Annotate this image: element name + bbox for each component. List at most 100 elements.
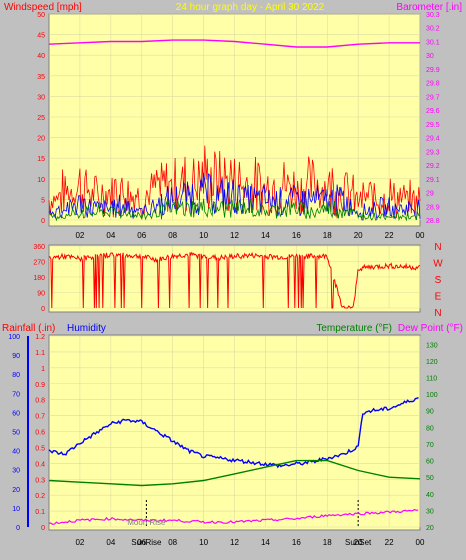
- temperature-tick-label: 100: [426, 392, 438, 399]
- temperature-tick-label: 50: [426, 475, 434, 482]
- rainfall-tick-label: 0: [41, 525, 45, 532]
- barometer-line: [48, 39, 420, 48]
- barometer-tick-label: 30: [426, 53, 434, 60]
- temperature-tick-label: 20: [426, 525, 434, 532]
- dewpoint-label: Dew Point (°F): [398, 323, 463, 334]
- rainfall-tick-label: 0.3: [35, 477, 45, 484]
- temperature-tick-label: 110: [426, 376, 437, 383]
- rainfall-tick-label: 0.6: [35, 430, 45, 437]
- rainfall-tick-label: 0.8: [35, 398, 45, 405]
- barometer-tick-label: 29.5: [426, 122, 440, 129]
- humidity-tick-label: 50: [12, 430, 20, 437]
- wind-tick-label: 0: [41, 218, 45, 225]
- compass-label: N: [434, 242, 441, 253]
- humidity-label: Humidity: [67, 323, 106, 334]
- wind-tick-label: 15: [37, 156, 45, 163]
- wind-tick-label: 30: [37, 94, 45, 101]
- barometer-tick-label: 30.3: [426, 12, 440, 19]
- gridlines: [27, 13, 421, 528]
- rain-x-tick-label: 20: [354, 538, 363, 547]
- barometer-tick-label: 29.8: [426, 81, 440, 88]
- sunrise-marker-label: SunRise: [131, 538, 162, 547]
- humidity-tick-label: 40: [12, 449, 20, 456]
- rain-x-tick-label: 04: [106, 538, 115, 547]
- humidity-tick-label: 80: [12, 372, 20, 379]
- compass-label: N: [434, 308, 441, 319]
- wind-tick-label: 25: [37, 115, 45, 122]
- wind-direction-line: [48, 251, 421, 309]
- wind-tick-label: 20: [37, 136, 45, 143]
- direction-tick-label: 0: [41, 306, 45, 313]
- rainfall-tick-label: 0.7: [35, 414, 45, 421]
- wind-x-tick-label: 04: [106, 231, 115, 240]
- humidity-tick-label: 30: [12, 468, 20, 475]
- humidity-tick-label: 90: [12, 353, 20, 360]
- moonrise-label: Moon Rise: [127, 518, 166, 527]
- rain-x-tick-label: 16: [292, 538, 301, 547]
- barometer-label: Barometer [.in]: [396, 2, 462, 13]
- rain-x-tick-label: 12: [230, 538, 239, 547]
- wind-x-tick-label: 12: [230, 231, 239, 240]
- chart-title: 24 hour graph day - April 30 2022: [176, 2, 325, 13]
- dewpoint-line: [49, 508, 419, 526]
- humidity-tick-label: 100: [8, 334, 20, 341]
- rain-x-tick-label: 00: [416, 538, 425, 547]
- barometer-tick-label: 29.2: [426, 163, 440, 170]
- wind-avg-line: [48, 198, 421, 222]
- series-layer: [48, 39, 421, 526]
- rainfall-tick-label: 1.2: [35, 334, 45, 341]
- wind-tick-label: 50: [37, 12, 45, 19]
- rain-x-tick-label: 14: [261, 538, 270, 547]
- barometer-tick-label: 29.4: [426, 136, 440, 143]
- rain-x-tick-label: 06: [137, 538, 146, 547]
- rainfall-tick-label: 0.1: [35, 509, 45, 516]
- wind-x-tick-label: 14: [261, 231, 270, 240]
- rainfall-tick-label: 1.1: [35, 350, 45, 357]
- wind-x-tick-label: 02: [75, 231, 84, 240]
- wind-x-tick-label: 08: [168, 231, 177, 240]
- humidity-tick-label: 20: [12, 487, 20, 494]
- barometer-tick-label: 29.3: [426, 149, 440, 156]
- temperature-tick-label: 60: [426, 459, 434, 466]
- wind-x-tick-label: 22: [385, 231, 394, 240]
- wind-x-tick-label: 20: [354, 231, 363, 240]
- rain-x-tick-label: 02: [75, 538, 84, 547]
- humidity-line: [48, 397, 419, 469]
- barometer-tick-label: 30.2: [426, 26, 440, 33]
- temperature-tick-label: 30: [426, 508, 434, 515]
- rainfall-tick-label: 0.5: [35, 445, 45, 452]
- compass-label: E: [435, 292, 442, 303]
- temperature-line: [48, 459, 421, 487]
- tick-labels: 0510152025303540455028.828.92929.129.229…: [8, 12, 443, 547]
- barometer-tick-label: 29.6: [426, 108, 440, 115]
- temperature-tick-label: 70: [426, 442, 434, 449]
- humidity-tick-label: 60: [12, 410, 20, 417]
- barometer-tick-label: 29.7: [426, 94, 440, 101]
- sunset-marker-label: SunSet: [345, 538, 372, 547]
- temperature-tick-label: 130: [426, 342, 438, 349]
- direction-tick-label: 180: [33, 275, 45, 282]
- barometer-tick-label: 28.8: [426, 218, 440, 225]
- wind-x-tick-label: 00: [416, 231, 425, 240]
- direction-tick-label: 90: [37, 291, 45, 298]
- wind-x-tick-label: 10: [199, 231, 208, 240]
- humidity-tick-label: 70: [12, 391, 20, 398]
- wind-tick-label: 35: [37, 74, 45, 81]
- wind-tick-label: 45: [37, 33, 45, 40]
- rainfall-tick-label: 0.4: [35, 461, 45, 468]
- compass-label: S: [435, 275, 442, 286]
- wind-tick-label: 5: [41, 197, 45, 204]
- wind-x-tick-label: 18: [323, 231, 332, 240]
- rainfall-label: Rainfall (.in): [2, 323, 55, 334]
- barometer-tick-label: 29: [426, 191, 434, 198]
- rainfall-tick-label: 0.9: [35, 382, 45, 389]
- wind-tick-label: 40: [37, 53, 45, 60]
- direction-tick-label: 270: [33, 260, 45, 267]
- wind-x-tick-label: 16: [292, 231, 301, 240]
- rain-x-tick-label: 10: [199, 538, 208, 547]
- barometer-tick-label: 29.1: [426, 177, 440, 184]
- temperature-tick-label: 80: [426, 425, 434, 432]
- temperature-tick-label: 120: [426, 359, 438, 366]
